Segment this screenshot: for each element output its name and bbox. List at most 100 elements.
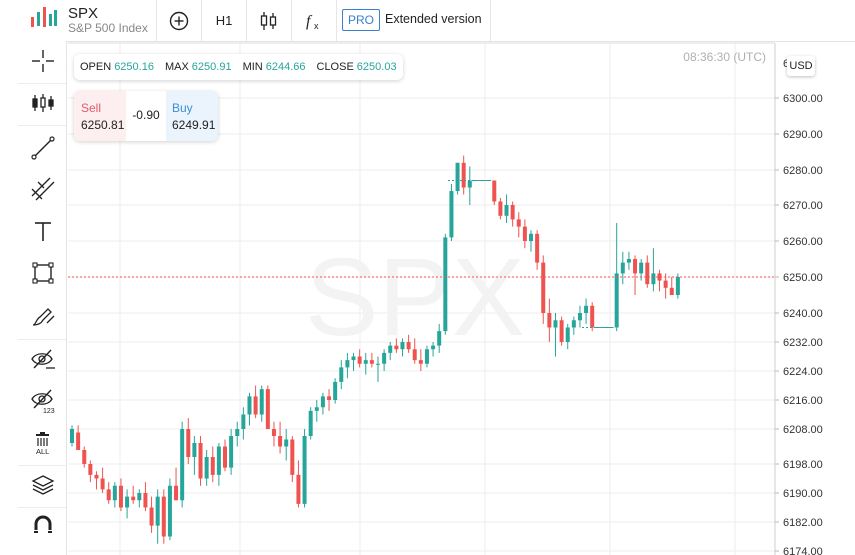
max-value: 6250.91 [191,61,232,73]
text-icon [35,222,51,241]
y-tick-label: 6216.00 [783,395,823,407]
candle [149,507,154,526]
candle [112,485,117,501]
pro-badge[interactable]: PRO [342,9,380,31]
crosshair-tool[interactable] [26,46,60,76]
divider [336,0,337,41]
text-tool[interactable] [26,216,60,246]
candle [669,287,674,295]
candle [406,342,411,350]
candle [449,191,454,238]
sell-button[interactable]: Sell 6250.81 [74,91,126,141]
svg-text:ALL: ALL [36,447,49,456]
hide-indicators-tool[interactable]: 123 [26,386,60,416]
symbol-name: S&P 500 Index [68,21,148,35]
candle [437,331,442,346]
y-tick-label: 6 [783,58,789,70]
candle [651,273,656,285]
y-tick-label: 6182.00 [783,517,823,529]
y-tick-label: 6270.00 [783,200,823,212]
candle [265,389,270,429]
top-toolbar: SPX S&P 500 Index H1 f x PRO Extended ve… [0,0,855,42]
buy-price: 6249.91 [172,118,216,132]
candle [174,485,179,501]
candle [522,226,527,241]
candle [424,349,429,364]
pitchfork-tool[interactable] [26,174,60,204]
y-tick-label: 6280.00 [783,165,823,177]
price-axis: 6300.00 6290.00 6280.00 6270.00 6260.00 6250.… [775,58,823,555]
candle [369,360,374,364]
divider [18,125,66,126]
sell-price: 6250.81 [81,118,125,132]
candle [510,205,515,220]
candle [657,273,662,281]
candle-type-icon [32,94,54,112]
candle [535,233,540,263]
candle [388,345,393,353]
y-tick-label: 6300.00 [783,93,823,105]
candles-icon [260,11,277,30]
candle-style-tool[interactable] [26,88,60,118]
add-symbol-button[interactable] [157,0,201,41]
candle [498,201,503,216]
chart-type-button[interactable] [247,0,291,41]
indicators-button[interactable]: f x [292,0,336,41]
candle [633,259,638,274]
candle [376,363,380,365]
candle [553,320,558,328]
close-label: CLOSE [316,61,354,73]
layers-icon [31,475,55,495]
candle [645,262,650,285]
candle [167,485,172,537]
candle [247,396,252,415]
candle [235,429,240,436]
divider [246,0,247,41]
candle [271,429,276,436]
candle [614,273,619,328]
candle [504,205,509,216]
candle [529,233,533,241]
sell-label: Sell [81,101,102,115]
candle [253,396,258,415]
svg-text:x: x [314,21,319,31]
candle [584,305,589,313]
candle [290,439,295,475]
divider [156,0,157,41]
candle [320,396,325,408]
symbol-ticker[interactable]: SPX [68,5,99,22]
extended-version-link[interactable]: Extended version [385,12,482,26]
candle [363,360,368,364]
y-tick-label: 6290.00 [783,129,823,141]
magnet-tool[interactable] [26,512,60,542]
min-value: 6244.66 [265,61,306,73]
delete-all-tool[interactable]: ALL [26,428,60,458]
candle [351,356,356,361]
brush-icon [32,308,55,326]
candle [155,496,160,526]
currency-button[interactable]: USD [787,56,815,76]
brush-tool[interactable] [26,301,60,331]
hide-drawings-tool[interactable] [26,344,60,374]
spread-value: -0.90 [132,108,160,122]
candle [314,407,319,411]
candle [565,327,570,342]
candle [571,320,576,328]
buy-label: Buy [172,101,193,115]
buy-button[interactable]: Buy 6249.91 [166,91,218,141]
candle [541,262,546,313]
candle [400,342,405,350]
candle [577,313,582,321]
rectangle-tool[interactable] [26,258,60,288]
trend-line-icon [31,136,55,160]
layers-tool[interactable] [26,470,60,500]
candle [333,381,338,400]
timeframe-button[interactable]: H1 [215,13,233,28]
y-tick-label: 6250.00 [783,272,823,284]
trend-line-tool[interactable] [26,133,60,163]
add-icon [169,11,189,30]
candle [259,389,264,415]
candle [547,313,552,328]
candle [125,496,130,508]
